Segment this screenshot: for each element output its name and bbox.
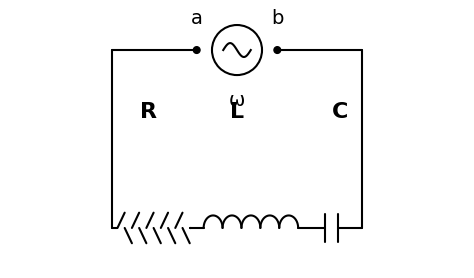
Text: R: R	[139, 102, 156, 122]
Circle shape	[193, 47, 200, 53]
Text: b: b	[271, 9, 283, 28]
Text: ω: ω	[229, 91, 245, 110]
Circle shape	[274, 47, 281, 53]
Text: L: L	[230, 102, 244, 122]
Text: C: C	[332, 102, 348, 122]
Text: a: a	[191, 9, 202, 28]
